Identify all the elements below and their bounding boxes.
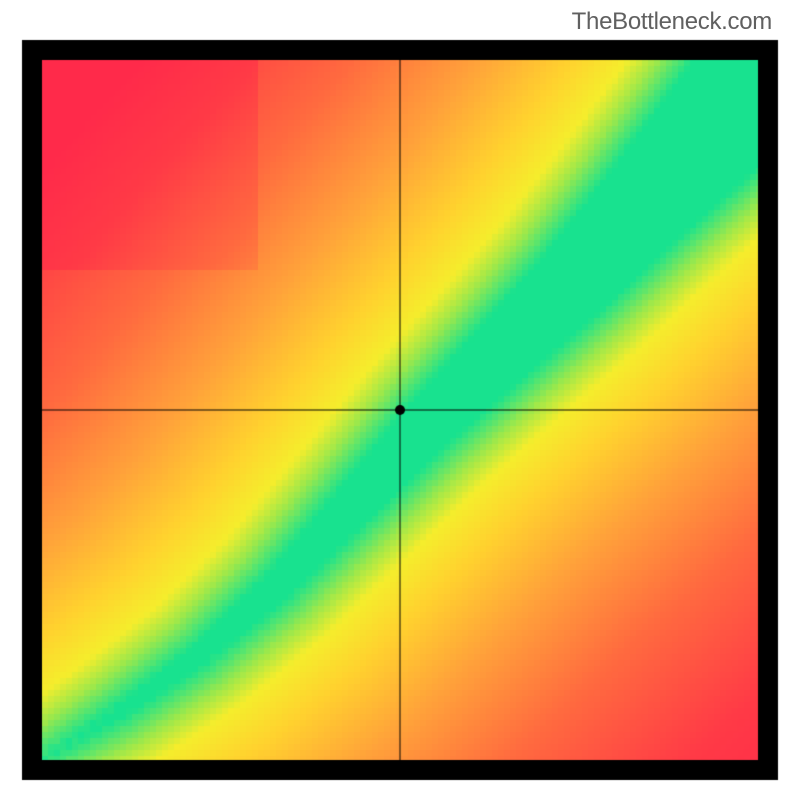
watermark-label: TheBottleneck.com bbox=[572, 8, 772, 36]
bottleneck-heatmap bbox=[0, 0, 800, 800]
